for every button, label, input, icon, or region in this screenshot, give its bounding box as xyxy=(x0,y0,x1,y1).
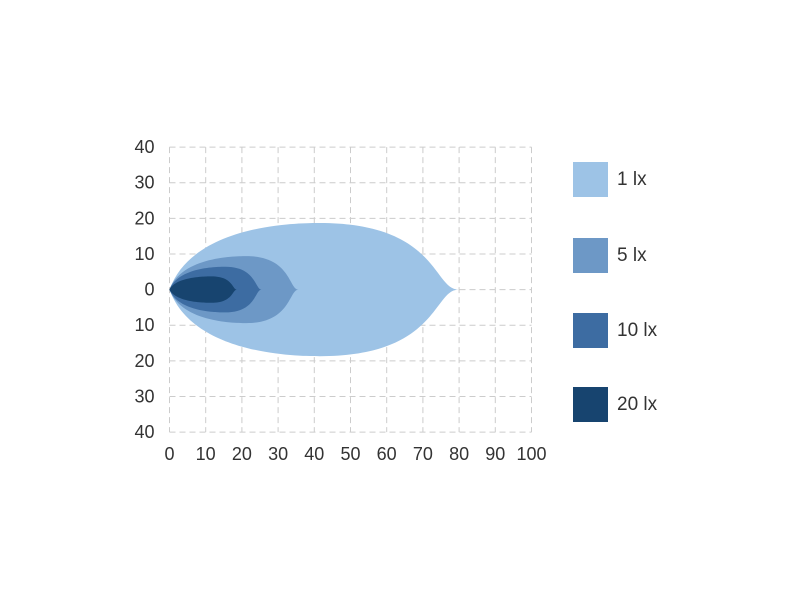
svg-text:5 lx: 5 lx xyxy=(617,245,647,266)
svg-text:20: 20 xyxy=(134,208,154,228)
svg-text:30: 30 xyxy=(134,173,154,193)
svg-text:40: 40 xyxy=(134,137,154,157)
svg-text:20 lx: 20 lx xyxy=(617,394,658,415)
svg-text:30: 30 xyxy=(134,386,154,406)
svg-text:30: 30 xyxy=(268,444,288,464)
svg-text:50: 50 xyxy=(340,444,360,464)
svg-text:10: 10 xyxy=(134,244,154,264)
svg-text:1 lx: 1 lx xyxy=(617,169,647,190)
svg-text:100: 100 xyxy=(516,444,546,464)
svg-text:80: 80 xyxy=(449,444,469,464)
svg-text:70: 70 xyxy=(413,444,433,464)
svg-text:10: 10 xyxy=(134,315,154,335)
svg-text:60: 60 xyxy=(377,444,397,464)
svg-text:10 lx: 10 lx xyxy=(617,320,658,341)
svg-text:40: 40 xyxy=(134,422,154,442)
svg-text:10: 10 xyxy=(196,444,216,464)
svg-text:20: 20 xyxy=(134,351,154,371)
svg-text:0: 0 xyxy=(144,280,154,300)
svg-text:90: 90 xyxy=(485,444,505,464)
svg-text:20: 20 xyxy=(232,444,252,464)
svg-text:0: 0 xyxy=(164,444,174,464)
svg-text:40: 40 xyxy=(304,444,324,464)
